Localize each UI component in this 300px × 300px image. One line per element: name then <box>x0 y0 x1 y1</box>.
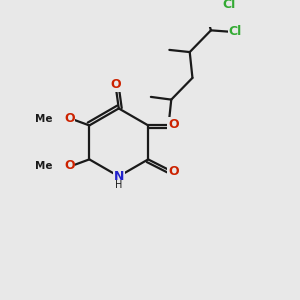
Text: O: O <box>168 165 179 178</box>
Text: Me: Me <box>35 161 53 171</box>
Text: H: H <box>115 180 122 190</box>
Text: Me: Me <box>35 114 53 124</box>
Text: Cl: Cl <box>229 25 242 38</box>
Text: O: O <box>64 159 75 172</box>
Text: O: O <box>64 112 75 125</box>
Text: O: O <box>168 118 179 131</box>
Text: Cl: Cl <box>222 0 235 11</box>
Text: N: N <box>114 170 124 183</box>
Text: O: O <box>111 78 122 91</box>
